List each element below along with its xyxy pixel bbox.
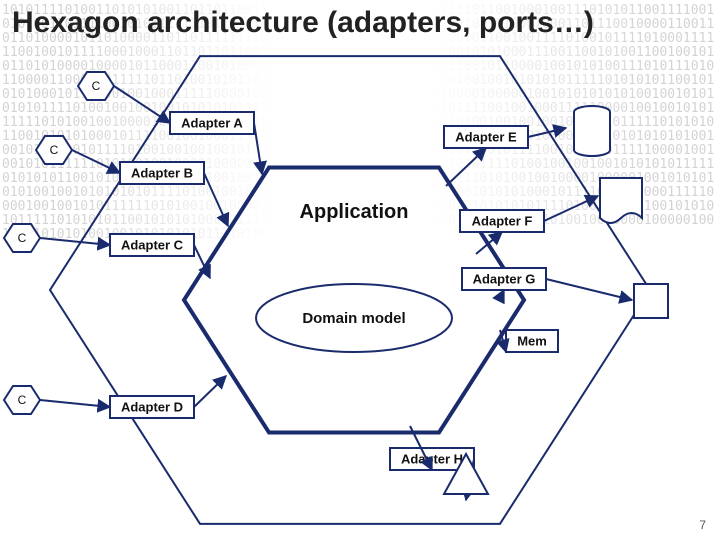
adapter-b-label: Adapter B bbox=[131, 165, 193, 180]
db-icon bbox=[574, 112, 610, 156]
adapter-e-label: Adapter E bbox=[455, 129, 517, 144]
arrow-f-from-core bbox=[476, 232, 502, 254]
adapter-c-label: Adapter C bbox=[121, 237, 184, 252]
arrow-e-from-core bbox=[446, 148, 486, 186]
doc-icon bbox=[600, 178, 642, 223]
arrow-c4 bbox=[40, 400, 110, 407]
ext-c3-label: C bbox=[18, 231, 27, 245]
domain-label: Domain model bbox=[302, 310, 405, 327]
adapter-f-label: Adapter F bbox=[472, 213, 533, 228]
arrow-f-out bbox=[544, 196, 598, 221]
arrow-c3 bbox=[40, 238, 110, 245]
arrow-d-in bbox=[194, 376, 226, 407]
application-label: Application bbox=[300, 201, 409, 223]
arrow-c2 bbox=[72, 150, 120, 173]
arrow-g-from-core bbox=[500, 290, 504, 298]
square-icon bbox=[634, 284, 668, 318]
arrow-g-out bbox=[546, 279, 632, 300]
adapter-h-label: Adapter H bbox=[401, 451, 463, 466]
adapter-g-label: Adapter G bbox=[473, 271, 536, 286]
arrow-c1 bbox=[114, 86, 170, 123]
ext-c1-label: C bbox=[92, 79, 101, 93]
adapter-a-label: Adapter A bbox=[181, 115, 243, 130]
adapter-d-label: Adapter D bbox=[121, 399, 183, 414]
page-title: Hexagon architecture (adapters, ports…) bbox=[12, 6, 594, 40]
ext-c4-label: C bbox=[18, 393, 27, 407]
hexagon-diagram: Application Domain model Adapter A Adapter … bbox=[0, 0, 720, 540]
arrow-b-in bbox=[204, 173, 228, 226]
ext-c2-label: C bbox=[50, 143, 59, 157]
arrow-a-in bbox=[254, 123, 262, 174]
slide-number: 7 bbox=[699, 518, 706, 532]
adapter-mem-label: Mem bbox=[517, 333, 547, 348]
